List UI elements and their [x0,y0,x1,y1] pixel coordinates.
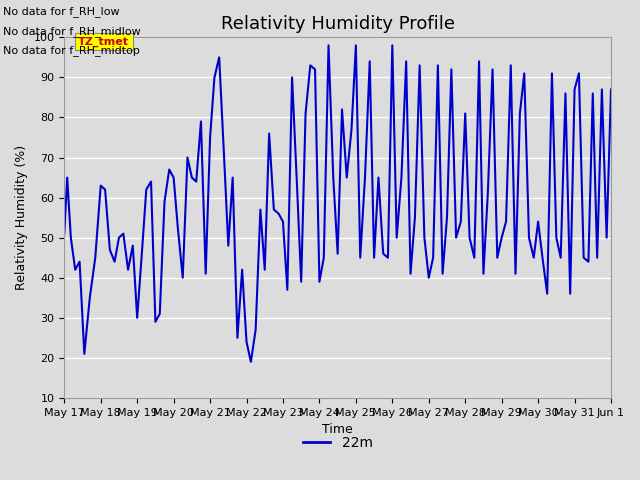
Text: No data for f_RH_midlow: No data for f_RH_midlow [3,25,141,36]
Text: No data for f_RH_midtop: No data for f_RH_midtop [3,45,140,56]
Y-axis label: Relativity Humidity (%): Relativity Humidity (%) [15,145,28,290]
X-axis label: Time: Time [323,423,353,436]
Title: Relativity Humidity Profile: Relativity Humidity Profile [221,15,454,33]
Legend: 22m: 22m [297,431,378,456]
Text: TZ_tmet: TZ_tmet [78,36,129,47]
Text: No data for f_RH_low: No data for f_RH_low [3,6,120,17]
